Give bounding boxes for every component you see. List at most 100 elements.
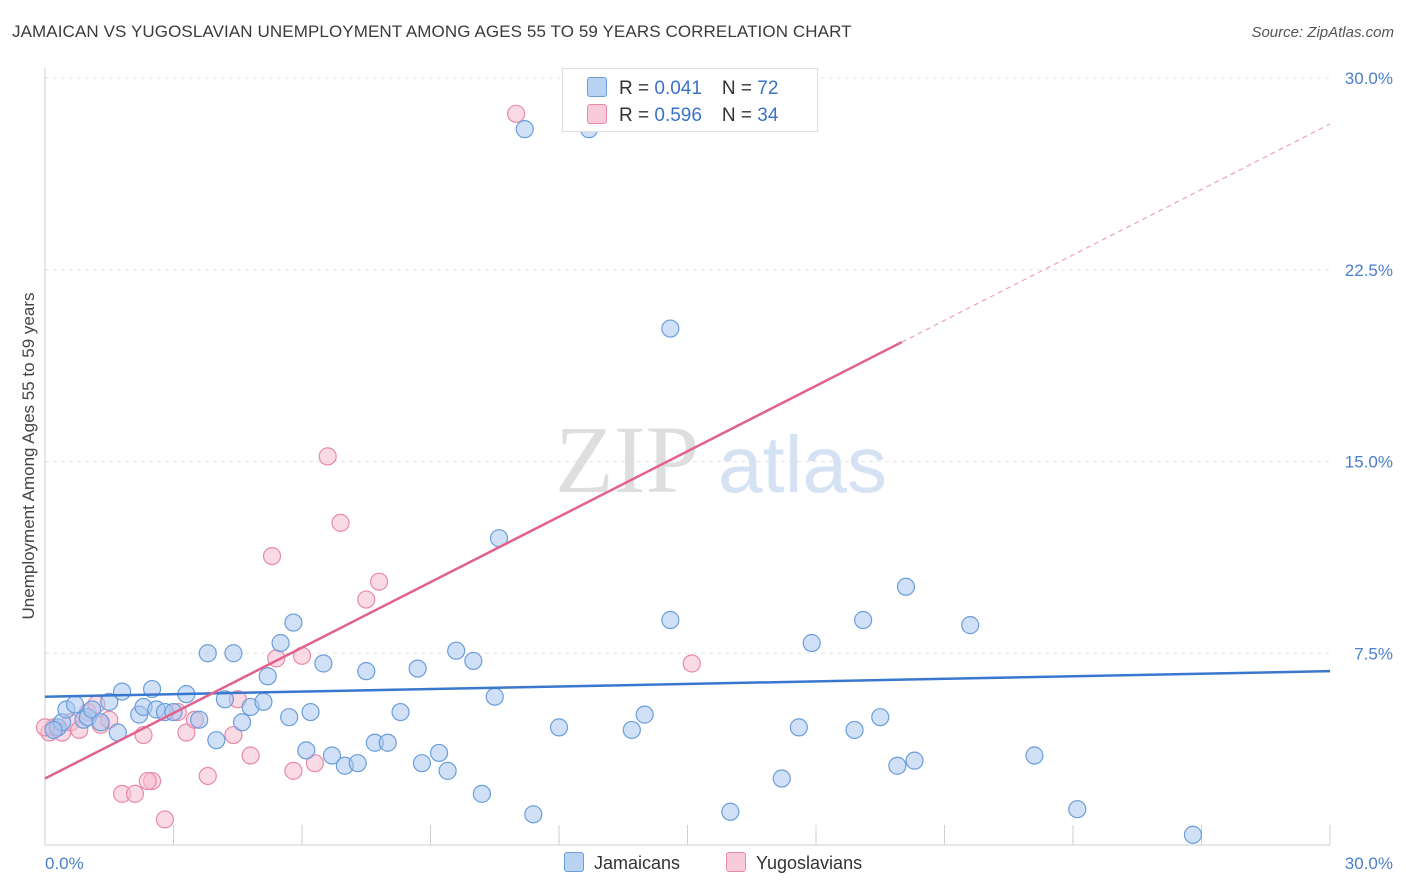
yugoslavians-point-20 bbox=[262, 546, 282, 566]
stats-legend-row-jamaicans: R = 0.041 N = 72 bbox=[587, 77, 778, 99]
x-tick-label-1: 30.0% bbox=[1345, 854, 1393, 873]
jamaicans-point-54 bbox=[635, 705, 654, 724]
jamaicans-point-20 bbox=[207, 731, 226, 750]
jamaicans-point-35 bbox=[348, 754, 367, 773]
jamaicans-point-64 bbox=[888, 756, 907, 775]
legend-swatch-jamaicans bbox=[587, 77, 607, 97]
legend-swatch-yugoslavians bbox=[726, 852, 746, 872]
yugoslavians-point-15 bbox=[177, 723, 196, 742]
yugoslavians-point-26 bbox=[331, 513, 350, 532]
jamaicans-point-43 bbox=[438, 761, 457, 780]
watermark: ZIP atlas bbox=[555, 406, 887, 513]
chart-title: JAMAICAN VS YUGOSLAVIAN UNEMPLOYMENT AMO… bbox=[12, 22, 852, 41]
chart-source: Source: ZipAtlas.com bbox=[1251, 24, 1394, 41]
jamaicans-point-25 bbox=[254, 692, 273, 711]
legend-swatch-jamaicans bbox=[564, 852, 584, 872]
y-tick-label-0: 7.5% bbox=[1354, 644, 1393, 663]
legend-r-label: R = bbox=[619, 105, 655, 126]
jamaicans-point-36 bbox=[357, 662, 376, 681]
yugoslavians-point-17 bbox=[198, 766, 217, 786]
jamaicans-point-40 bbox=[408, 659, 427, 678]
jamaicans-point-27 bbox=[271, 633, 290, 653]
y-axis-label: Unemployment Among Ages 55 to 59 years bbox=[19, 293, 38, 620]
jamaicans-point-70 bbox=[1183, 825, 1203, 844]
jamaicans-point-61 bbox=[845, 720, 864, 740]
jamaicans-point-66 bbox=[905, 751, 924, 770]
legend-swatch-yugoslavians bbox=[587, 104, 607, 124]
jamaicans-point-30 bbox=[297, 741, 316, 760]
jamaicans-point-10 bbox=[112, 682, 132, 701]
jamaicans-point-53 bbox=[622, 720, 641, 740]
yugoslavians-point-28 bbox=[370, 572, 389, 591]
jamaicans-point-19 bbox=[198, 644, 217, 663]
legend-n-value: 34 bbox=[757, 105, 779, 126]
jamaicans-point-22 bbox=[224, 644, 243, 663]
yugoslavians-point-32 bbox=[138, 771, 157, 791]
jamaicans-point-32 bbox=[314, 654, 333, 673]
jamaicans-point-67 bbox=[961, 616, 980, 635]
stats-legend: R = 0.041 N = 72 R = 0.596 N = 34 bbox=[562, 68, 818, 132]
yugoslavians-point-27 bbox=[357, 590, 376, 609]
legend-n-label: N = bbox=[721, 105, 758, 126]
y-tick-label-3: 30.0% bbox=[1345, 69, 1393, 88]
jamaicans-point-6 bbox=[83, 700, 102, 719]
jamaicans-point-56 bbox=[661, 610, 680, 630]
gridlines bbox=[45, 77, 1330, 654]
legend-r-value: 0.596 bbox=[654, 105, 702, 126]
jamaicans-point-51 bbox=[549, 718, 569, 737]
jamaicans-point-62 bbox=[854, 610, 873, 630]
legend-label-jamaicans: Jamaicans bbox=[594, 853, 681, 873]
jamaicans-point-57 bbox=[721, 802, 740, 821]
bottom-legend-jamaicans: Jamaicans bbox=[564, 852, 680, 874]
jamaicans-point-58 bbox=[772, 769, 791, 788]
legend-r-value: 0.041 bbox=[654, 78, 702, 99]
yugoslavians-point-10 bbox=[125, 784, 145, 803]
jamaicans-point-44 bbox=[447, 641, 466, 660]
jamaicans-point-3 bbox=[65, 695, 85, 714]
jamaicans-point-31 bbox=[301, 702, 320, 722]
jamaicans-point-63 bbox=[871, 708, 890, 727]
jamaicans-point-47 bbox=[485, 687, 504, 706]
series-jamaicans-points bbox=[44, 120, 1203, 844]
watermark-zip: ZIP bbox=[555, 406, 699, 513]
jamaicans-point-71 bbox=[44, 720, 63, 740]
jamaicans-point-7 bbox=[91, 713, 110, 732]
jamaicans-point-50 bbox=[524, 805, 543, 824]
x-tick-labels: 0.0% 30.0% bbox=[45, 854, 1393, 873]
trend-lines bbox=[44, 123, 1331, 780]
jamaicans-point-45 bbox=[464, 651, 483, 671]
yugoslavians-point-25 bbox=[318, 447, 337, 466]
jamaicans-trend-line bbox=[44, 669, 1331, 698]
yugoslavians-point-29 bbox=[507, 104, 526, 123]
jamaicans-point-68 bbox=[1025, 746, 1044, 765]
legend-label-yugoslavians: Yugoslavians bbox=[756, 853, 863, 873]
jamaicans-point-38 bbox=[378, 733, 397, 752]
yugoslavians-point-24 bbox=[305, 754, 324, 773]
yugoslavians-point-13 bbox=[155, 810, 175, 829]
jamaicans-point-21 bbox=[215, 690, 234, 709]
legend-n-value: 72 bbox=[757, 78, 779, 99]
jamaicans-point-18 bbox=[190, 710, 209, 729]
bottom-legend-yugoslavians: Yugoslavians bbox=[726, 852, 862, 874]
legend-n-label: N = bbox=[721, 78, 758, 99]
legend-r-label: R = bbox=[619, 78, 655, 99]
x-tick-label-0: 0.0% bbox=[45, 854, 84, 873]
jamaicans-point-65 bbox=[896, 577, 916, 596]
jamaicans-point-28 bbox=[280, 708, 299, 727]
yugoslavians-trend-line bbox=[44, 341, 903, 780]
jamaicans-point-55 bbox=[661, 319, 680, 338]
jamaicans-point-60 bbox=[802, 633, 821, 653]
jamaicans-point-42 bbox=[429, 743, 449, 763]
yugoslavians-point-31 bbox=[224, 725, 243, 745]
jamaicans-point-46 bbox=[472, 784, 491, 803]
jamaicans-point-26 bbox=[258, 667, 277, 686]
jamaicans-point-8 bbox=[100, 692, 119, 711]
jamaicans-point-69 bbox=[1068, 800, 1087, 819]
yugoslavians-point-30 bbox=[682, 654, 701, 673]
jamaicans-point-41 bbox=[412, 754, 432, 773]
jamaicans-point-33 bbox=[322, 746, 342, 765]
yugoslavians-point-22 bbox=[284, 761, 303, 780]
jamaicans-point-29 bbox=[284, 613, 303, 632]
jamaicans-point-23 bbox=[232, 713, 252, 732]
